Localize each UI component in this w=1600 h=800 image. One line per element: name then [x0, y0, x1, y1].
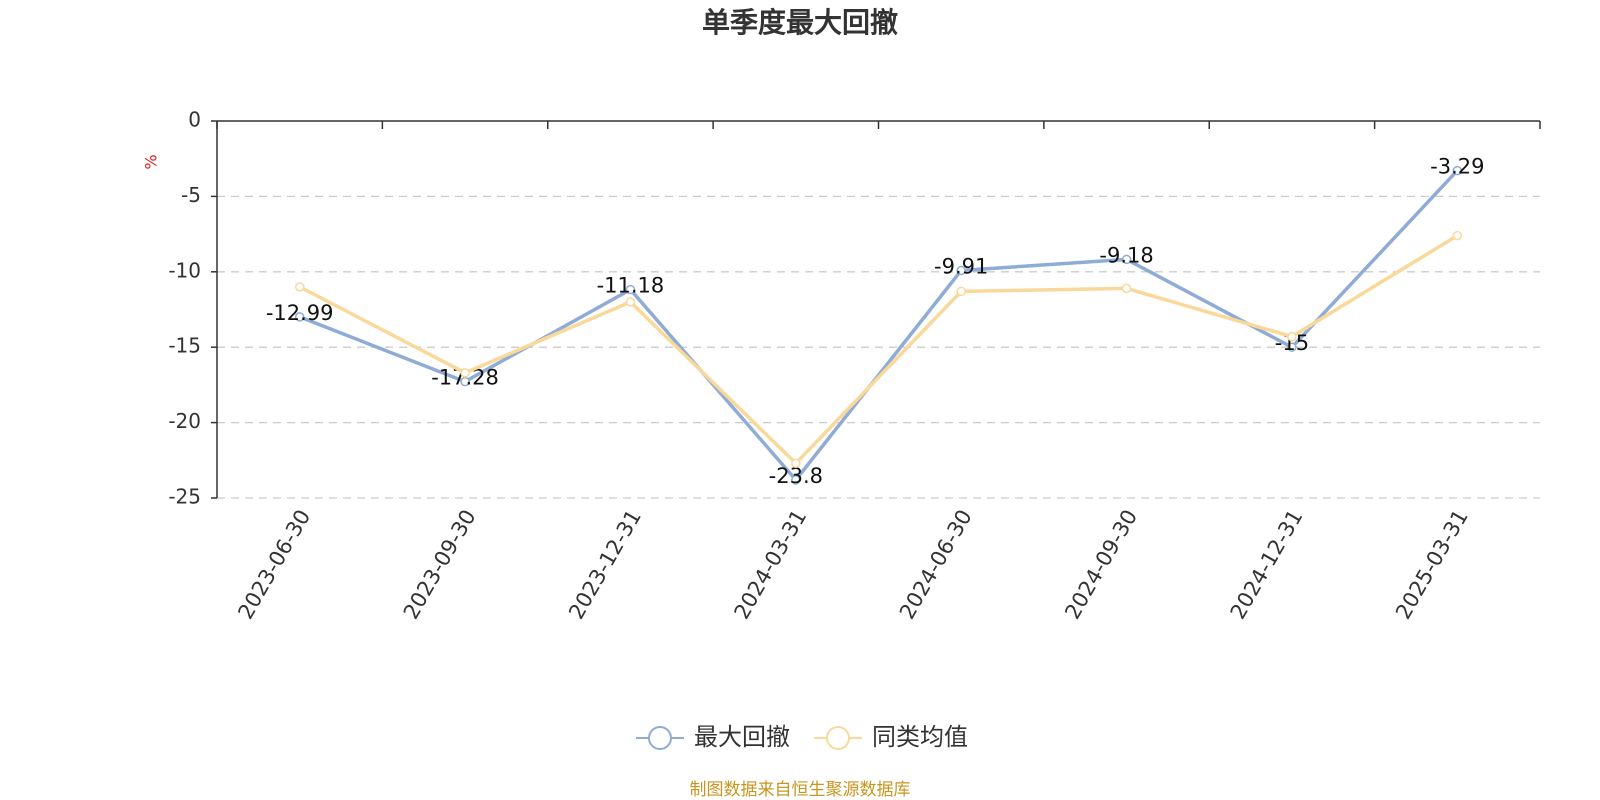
point: [956, 286, 966, 297]
point: [1287, 342, 1297, 352]
point: [294, 282, 305, 292]
point: [294, 312, 305, 322]
chart-title: 单季度最大回撤: [702, 6, 898, 39]
series-line: [298, 234, 1459, 466]
y-axis-unit: %: [142, 154, 161, 169]
y-tick-label: -10: [168, 258, 201, 282]
point: [1452, 165, 1463, 176]
point: [1121, 283, 1132, 294]
y-tick-label: -5: [181, 183, 201, 207]
x-tick-label: 2024-06-30: [895, 506, 977, 624]
value-label: -3.29: [1430, 155, 1484, 179]
point: [1287, 331, 1297, 342]
value-label: -9.91: [934, 254, 988, 278]
legend-label: 最大回撤: [694, 723, 790, 751]
y-tick-label: -20: [168, 409, 201, 433]
legend-label: 同类均值: [872, 723, 968, 751]
x-tick-label: 2024-03-31: [730, 506, 812, 624]
y-tick-label: -25: [168, 485, 201, 509]
x-tick-label: 2023-06-30: [233, 506, 315, 624]
point: [1452, 230, 1463, 241]
legend-marker: [826, 726, 850, 750]
source-note: 制图数据来自恒生聚源数据库: [690, 780, 911, 800]
x-tick-label: 2024-12-31: [1226, 506, 1308, 624]
y-tick-label: -15: [168, 334, 201, 358]
x-tick-label: 2024-09-30: [1060, 506, 1142, 624]
point: [1121, 254, 1132, 265]
legend-marker: [648, 726, 672, 750]
point: [625, 284, 636, 295]
point: [791, 458, 801, 469]
value-label: -9.18: [1099, 243, 1153, 267]
value-label: -11.18: [597, 274, 665, 298]
y-tick-label: 0: [188, 108, 201, 132]
x-tick-label: 2025-03-31: [1391, 506, 1473, 624]
x-tick-label: 2023-12-31: [564, 506, 646, 624]
value-label: -12.99: [266, 301, 334, 325]
point: [460, 368, 470, 378]
x-tick-label: 2023-09-30: [399, 506, 481, 624]
point: [791, 475, 801, 485]
point: [956, 265, 966, 276]
series-line: [299, 169, 1459, 483]
point: [625, 297, 636, 307]
